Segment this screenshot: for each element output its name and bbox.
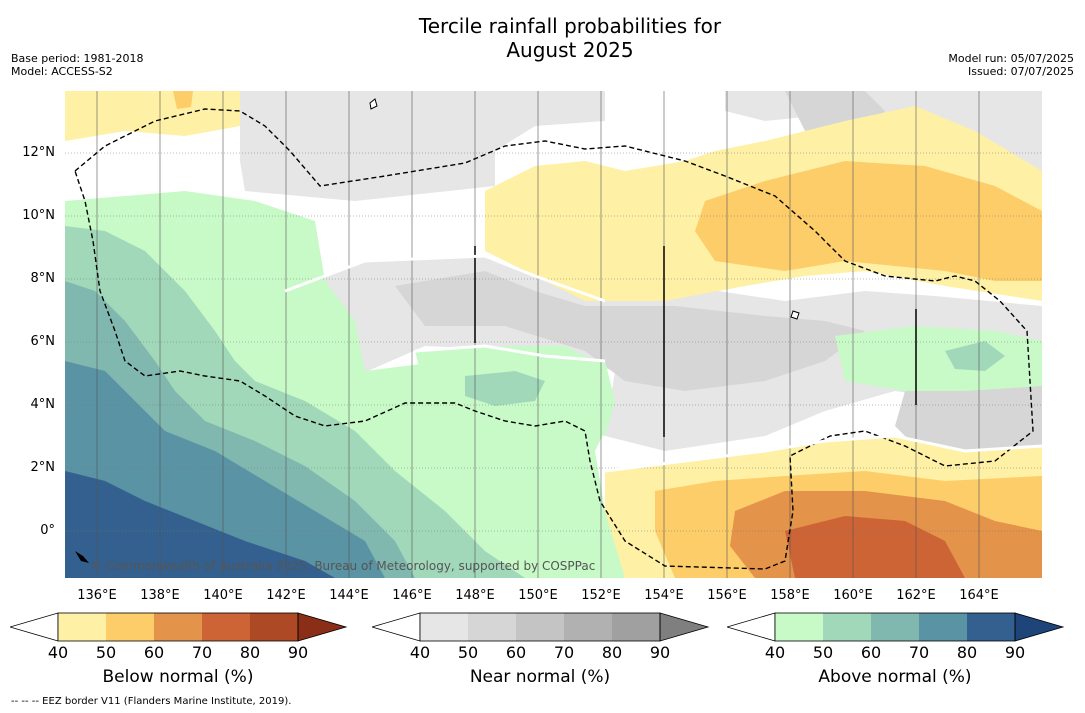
below-normal-region-north-orange: [695, 161, 1042, 281]
lon-label: 146°E: [392, 588, 432, 603]
rainfall-probability-map: [65, 91, 1042, 578]
below-normal-region-nw-spot: [173, 91, 193, 109]
lon-label: 144°E: [329, 588, 369, 603]
map-title: Tercile rainfall probabilities for Augus…: [0, 14, 1085, 62]
model-run-text: Model run: 05/07/2025: [948, 52, 1074, 65]
map-svg: [65, 91, 1042, 578]
issued-text: Issued: 07/07/2025: [967, 65, 1074, 78]
meta-left: Base period: 1981-2018 Model: ACCESS-S2: [11, 52, 143, 78]
colorbar-tick: 50: [457, 643, 479, 662]
lat-label: 10°N: [22, 208, 55, 223]
colorbar-tick: 90: [649, 643, 671, 662]
colorbar-swatch: [58, 613, 106, 641]
colorbar-swatch: [468, 613, 516, 641]
colorbar-swatch: [420, 613, 468, 641]
colorbar-tick: 60: [143, 643, 165, 662]
above-normal-region-central-mid: [465, 371, 545, 406]
lat-label: 8°N: [30, 271, 56, 286]
colorbar-tick: 40: [409, 643, 431, 662]
colorbar-tick: 40: [764, 643, 786, 662]
gridlines: [65, 152, 1042, 532]
lat-label: 12°N: [22, 145, 55, 160]
base-period-text: Base period: 1981-2018: [11, 52, 144, 65]
colorbar-swatch: [967, 613, 1015, 641]
colorbar-tick: 90: [1004, 643, 1026, 662]
above-normal-region-east-light: [835, 326, 1042, 391]
colorbar-tick: 60: [860, 643, 882, 662]
colorbar-tick: 50: [95, 643, 117, 662]
lon-label: 150°E: [518, 588, 558, 603]
model-text: Model: ACCESS-S2: [11, 65, 113, 78]
lon-label: 154°E: [644, 588, 684, 603]
colorbar-tick: 40: [47, 643, 69, 662]
colorbar-above-normal: [727, 612, 1065, 642]
lon-label: 148°E: [455, 588, 495, 603]
lon-label: 142°E: [266, 588, 306, 603]
colorbar-tick: 50: [812, 643, 834, 662]
below-normal-region-nw: [65, 91, 240, 141]
colorbar-title: Near normal (%): [469, 667, 611, 687]
colorbar-swatch: [154, 613, 202, 641]
colorbar-swatch: [919, 613, 967, 641]
colorbar-tick: 80: [239, 643, 261, 662]
lon-label: 152°E: [581, 588, 621, 603]
lon-label: 138°E: [140, 588, 180, 603]
colorbar-swatch: [612, 613, 660, 641]
colorbar-tick: 70: [191, 643, 213, 662]
colorbar-tick: 70: [908, 643, 930, 662]
colorbar-swatch: [775, 613, 823, 641]
lon-label: 160°E: [833, 588, 873, 603]
near-normal-region-north: [240, 91, 605, 201]
below-normal-region-south-core: [785, 516, 965, 578]
lat-label: 6°N: [30, 334, 56, 349]
colorbar-tick: 70: [553, 643, 575, 662]
lon-label: 140°E: [203, 588, 243, 603]
colorbar-title: Above normal (%): [818, 667, 972, 687]
colorbar-below-normal: [10, 612, 348, 642]
island-marker: [369, 98, 378, 110]
contour-outlines: [284, 254, 1042, 473]
lat-label: 0°: [40, 523, 55, 538]
island-marker: [75, 551, 89, 563]
colorbar-title: Below normal (%): [102, 667, 254, 687]
lon-label: 158°E: [770, 588, 810, 603]
colorbar-swatch: [202, 613, 250, 641]
lon-label: 162°E: [896, 588, 936, 603]
colorbar-tick: 60: [505, 643, 527, 662]
island-marker: [790, 310, 800, 320]
colorbar-near-normal: [372, 612, 710, 642]
lat-label: 2°N: [30, 460, 56, 475]
colorbar-tick: 90: [287, 643, 309, 662]
colorbar-tick: 80: [956, 643, 978, 662]
above-normal-region-west-deep: [65, 471, 335, 578]
lon-label: 156°E: [707, 588, 747, 603]
colorbar-swatch: [564, 613, 612, 641]
copyright-text: © Commonwealth of Australia 2025, Bureau…: [90, 559, 596, 573]
colorbar-swatch: [106, 613, 154, 641]
title-line-1: Tercile rainfall probabilities for: [418, 14, 722, 38]
colorbar-swatch: [871, 613, 919, 641]
colorbar-tick: 80: [601, 643, 623, 662]
near-normal-region-darker: [395, 271, 865, 391]
lon-label: 164°E: [959, 588, 999, 603]
lat-label: 4°N: [30, 397, 56, 412]
lon-label: 136°E: [77, 588, 117, 603]
title-line-2: August 2025: [506, 38, 634, 62]
eez-dashed-border: [74, 108, 1034, 570]
meta-right: Model run: 05/07/2025 Issued: 07/07/2025: [948, 52, 1074, 78]
colorbar-swatch: [823, 613, 871, 641]
eez-footnote: -- -- -- EEZ border V11 (Flanders Marine…: [11, 696, 292, 707]
colorbar-swatch: [516, 613, 564, 641]
above-normal-region-east-mid: [945, 341, 1005, 371]
colorbar-swatch: [250, 613, 298, 641]
eez-solid-segments: [474, 246, 917, 437]
